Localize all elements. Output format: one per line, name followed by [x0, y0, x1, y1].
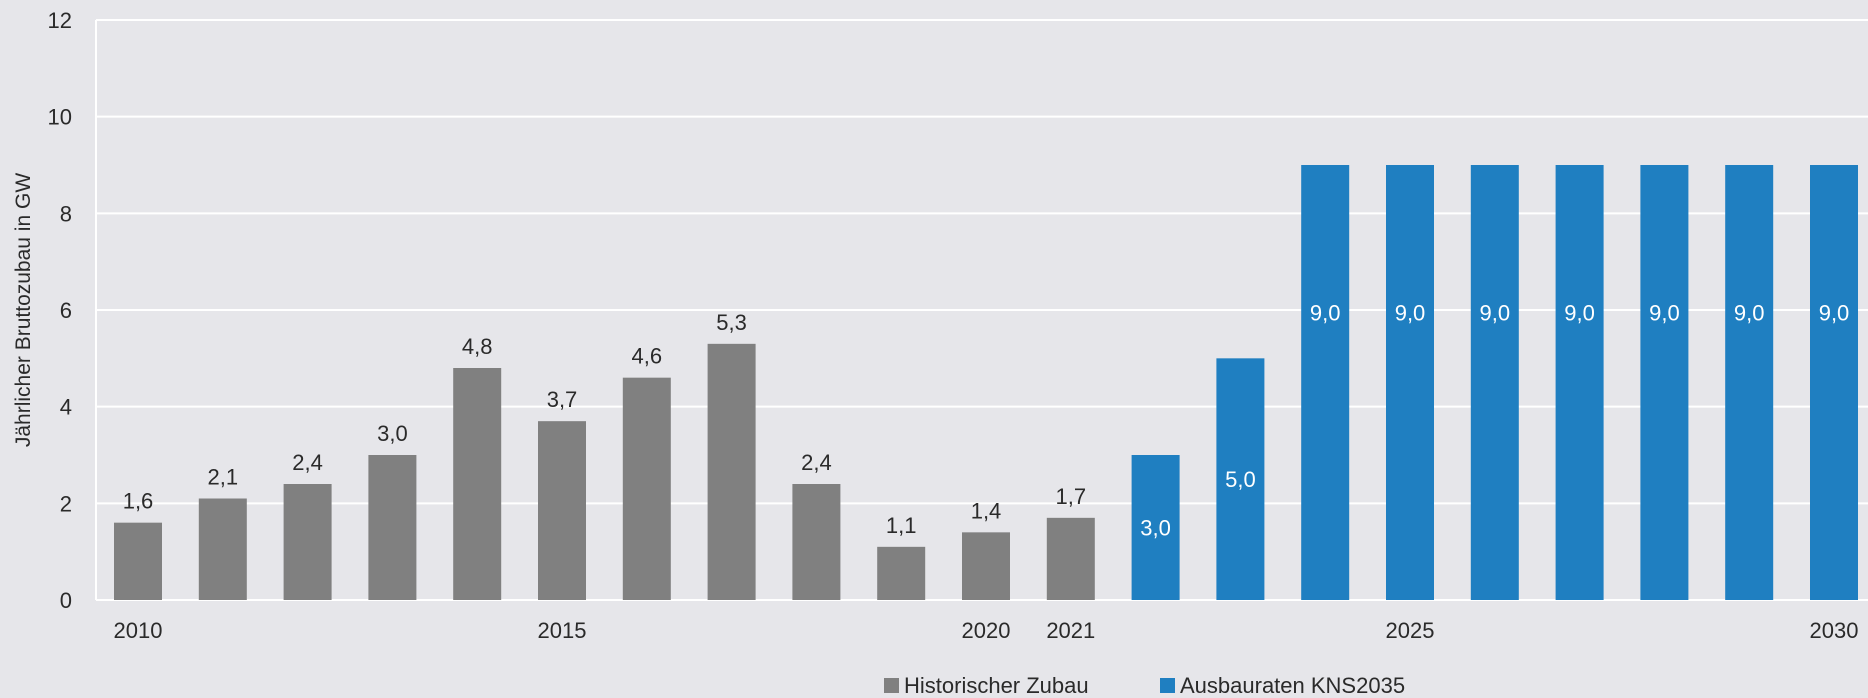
x-tick-label: 2010	[114, 618, 163, 643]
data-label: 1,1	[886, 513, 917, 538]
data-label: 9,0	[1819, 301, 1850, 326]
bar	[1131, 455, 1180, 600]
x-tick-label: 2021	[1046, 618, 1095, 643]
data-label: 2,1	[208, 465, 239, 490]
legend-label: Ausbauraten KNS2035	[1180, 673, 1405, 698]
legend: Historischer Zubau Ausbauraten KNS2035	[884, 673, 1405, 698]
bar	[368, 455, 417, 600]
bar	[538, 421, 586, 600]
bar	[792, 484, 841, 600]
y-axis-ticks: 0 2 4 6 8 10 12	[48, 8, 72, 613]
data-label: 3,0	[1140, 516, 1171, 541]
data-label: 9,0	[1395, 301, 1426, 326]
y-tick-label: 10	[48, 105, 72, 130]
bar	[1386, 165, 1434, 600]
bar	[1470, 165, 1519, 600]
data-label: 5,0	[1225, 467, 1256, 492]
data-label: 5,3	[716, 310, 747, 335]
x-tick-label: 2015	[538, 618, 587, 643]
y-tick-label: 0	[60, 588, 72, 613]
y-tick-label: 2	[60, 491, 72, 516]
bar	[1640, 165, 1689, 600]
data-label: 4,8	[462, 334, 493, 359]
bars	[114, 165, 1858, 600]
bar	[1555, 165, 1604, 600]
bar	[1725, 165, 1774, 600]
data-label: 9,0	[1564, 301, 1595, 326]
y-tick-label: 4	[60, 395, 72, 420]
legend-label: Historischer Zubau	[904, 673, 1089, 698]
data-labels: 1,6 2,1 2,4 3,0 4,8 3,7 4,6 5,3 2,4 1,1 1,4 1,7 3,0 5…	[123, 301, 1850, 541]
bar	[453, 368, 502, 600]
bar	[707, 343, 756, 600]
data-label: 1,7	[1056, 484, 1087, 509]
bar	[622, 377, 671, 600]
y-tick-label: 6	[60, 298, 72, 323]
y-tick-label: 8	[60, 201, 72, 226]
legend-swatch	[884, 678, 899, 693]
data-label: 3,0	[377, 421, 408, 446]
bar	[1301, 165, 1350, 600]
x-tick-label: 2025	[1386, 618, 1435, 643]
bar	[283, 484, 332, 600]
y-tick-label: 12	[48, 8, 72, 33]
data-label: 4,6	[632, 344, 663, 369]
data-label: 3,7	[547, 387, 578, 412]
data-label: 9,0	[1734, 301, 1765, 326]
bar	[1046, 517, 1095, 600]
data-label: 9,0	[1310, 301, 1341, 326]
data-label: 1,6	[123, 489, 154, 514]
data-label: 1,4	[971, 498, 1002, 523]
x-axis-ticks: 2010 2015 2020 2021 2025 2030	[114, 618, 1859, 643]
x-tick-label: 2030	[1810, 618, 1859, 643]
bar	[962, 532, 1010, 600]
x-tick-label: 2020	[962, 618, 1011, 643]
data-label: 2,4	[292, 450, 323, 475]
legend-swatch	[1160, 678, 1175, 693]
y-axis-label: Jährlicher Bruttozubau in GW	[12, 173, 35, 447]
bar	[1810, 165, 1858, 600]
data-label: 9,0	[1480, 301, 1511, 326]
data-label: 2,4	[801, 450, 832, 475]
bar	[1216, 358, 1265, 600]
bar	[114, 522, 162, 600]
data-label: 9,0	[1649, 301, 1680, 326]
bar	[877, 546, 926, 600]
bar	[198, 498, 247, 600]
